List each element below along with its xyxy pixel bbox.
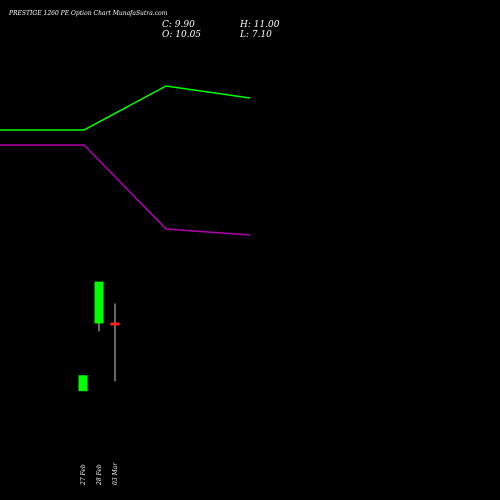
low-value: L: 7.10	[240, 30, 272, 40]
high-value: H: 11.00	[240, 20, 280, 30]
candle-body	[94, 281, 104, 324]
candle-body	[110, 322, 120, 326]
x-tick-label: 27 Feb	[80, 464, 87, 486]
close-value: C: 9.90	[162, 20, 195, 30]
overlay-line-1	[0, 85, 251, 131]
x-tick-label: 28 Feb	[96, 464, 103, 486]
x-tick-label: 03 Mar	[112, 462, 119, 485]
chart-title: PRESTIGE 1260 PE Option Chart MunafaSutr…	[9, 10, 168, 17]
overlay-line-2	[0, 144, 251, 236]
open-value: O: 10.05	[162, 30, 202, 40]
candle-body	[78, 375, 88, 392]
